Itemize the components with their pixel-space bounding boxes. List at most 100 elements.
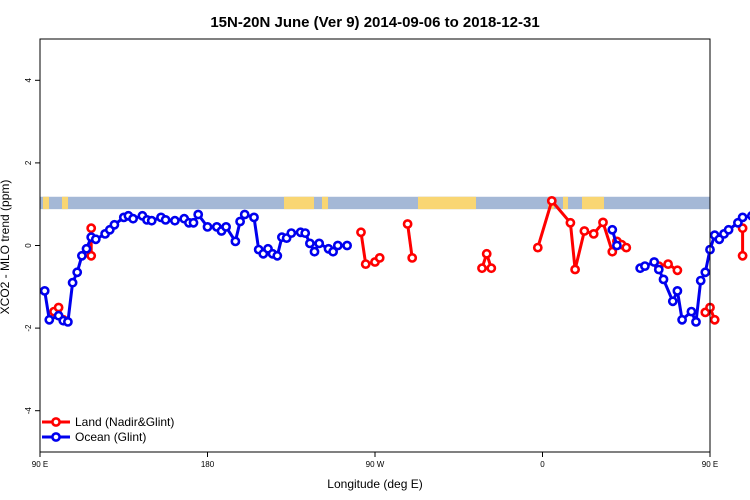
data-point: [300, 228, 311, 238]
data-point: [677, 314, 687, 325]
x-axis-label: Longitude (deg E): [327, 477, 422, 491]
legend: Land (Nadir&Glint)Ocean (Glint): [42, 415, 174, 444]
data-point: [342, 240, 352, 251]
band-land: [418, 196, 476, 210]
data-point: [709, 314, 720, 325]
data-point: [653, 264, 664, 275]
data-point: [235, 216, 245, 227]
y-axis-label: XCO2 - MLO trend (ppm): [0, 180, 12, 315]
data-point: [230, 236, 241, 247]
data-point: [737, 212, 748, 223]
legend-marker: [51, 417, 61, 427]
data-point: [374, 252, 385, 263]
data-point: [402, 219, 413, 229]
data-point: [86, 250, 97, 261]
y-tick-label: 0: [24, 243, 33, 248]
data-point: [39, 285, 50, 296]
y-tick-label: 4: [24, 78, 33, 83]
data-point: [477, 263, 487, 274]
data-point: [546, 195, 557, 206]
x-tick-label: 90 E: [702, 460, 718, 469]
data-point: [44, 314, 55, 325]
data-point: [67, 277, 78, 288]
data-point: [53, 302, 64, 313]
data-point: [249, 212, 259, 223]
data-point: [598, 217, 608, 228]
data-point: [686, 306, 697, 317]
data-point: [356, 227, 366, 238]
data-point: [169, 215, 180, 226]
y-tick-label: 2: [24, 160, 33, 165]
data-point: [570, 264, 580, 275]
band-land: [582, 196, 604, 210]
data-point: [160, 214, 171, 225]
data-point: [286, 228, 297, 238]
data-point: [588, 228, 599, 239]
series-ocean: [39, 209, 750, 327]
surface-band: [40, 196, 710, 210]
data-point: [86, 223, 97, 234]
data-point: [90, 234, 101, 245]
data-point: [481, 248, 492, 259]
data-point: [672, 265, 683, 276]
plot-series: [39, 195, 750, 327]
data-point: [737, 250, 748, 261]
y-tick-label: -4: [24, 407, 33, 415]
data-point: [667, 296, 678, 307]
data-point: [202, 221, 213, 232]
data-point: [621, 242, 632, 253]
x-axis: 90 E 180 90 W 0 90 E: [32, 452, 718, 469]
data-point: [640, 261, 650, 271]
legend-entry-label: Ocean (Glint): [75, 430, 146, 444]
data-point: [272, 250, 283, 261]
band-land: [284, 196, 314, 210]
data-point: [360, 259, 371, 269]
y-axis: -4 -2 0 2 4: [24, 78, 40, 415]
legend-marker: [51, 432, 61, 442]
data-point: [72, 267, 83, 278]
band-land: [322, 196, 328, 210]
data-point: [723, 224, 734, 235]
data-point: [109, 219, 120, 230]
legend-entry-label: Land (Nadir&Glint): [75, 415, 174, 429]
x-tick-label: 180: [201, 460, 215, 469]
data-point: [146, 215, 157, 226]
data-point: [309, 246, 320, 257]
data-point: [607, 246, 618, 257]
series-line: [406, 223, 414, 259]
series-land: [49, 195, 748, 325]
data-point: [128, 213, 138, 224]
band-land: [43, 196, 49, 210]
x-tick-label: 90 W: [366, 460, 385, 469]
data-point: [658, 274, 669, 285]
data-point: [486, 263, 497, 274]
data-point: [700, 267, 711, 278]
band-land: [563, 196, 568, 210]
data-point: [193, 209, 204, 220]
data-point: [691, 316, 701, 327]
data-point: [532, 242, 543, 253]
x-tick-label: 0: [540, 460, 545, 469]
data-point: [81, 243, 92, 254]
y-tick-label: -2: [24, 324, 33, 332]
data-point: [407, 252, 418, 263]
data-point: [607, 224, 618, 235]
data-point: [239, 209, 250, 220]
data-point: [77, 250, 87, 261]
data-point: [612, 240, 622, 251]
data-point: [328, 246, 338, 257]
data-point: [579, 226, 590, 236]
data-point: [565, 217, 576, 228]
data-point: [672, 285, 683, 296]
data-point: [304, 238, 315, 249]
data-point: [649, 257, 660, 267]
data-point: [332, 240, 343, 251]
data-point: [663, 259, 673, 269]
data-point: [695, 275, 706, 286]
data-point: [221, 221, 231, 232]
chart-title: 15N-20N June (Ver 9) 2014-09-06 to 2018-…: [210, 14, 539, 31]
band-land: [62, 196, 68, 210]
x-tick-label: 90 E: [32, 460, 48, 469]
data-point: [188, 217, 199, 228]
